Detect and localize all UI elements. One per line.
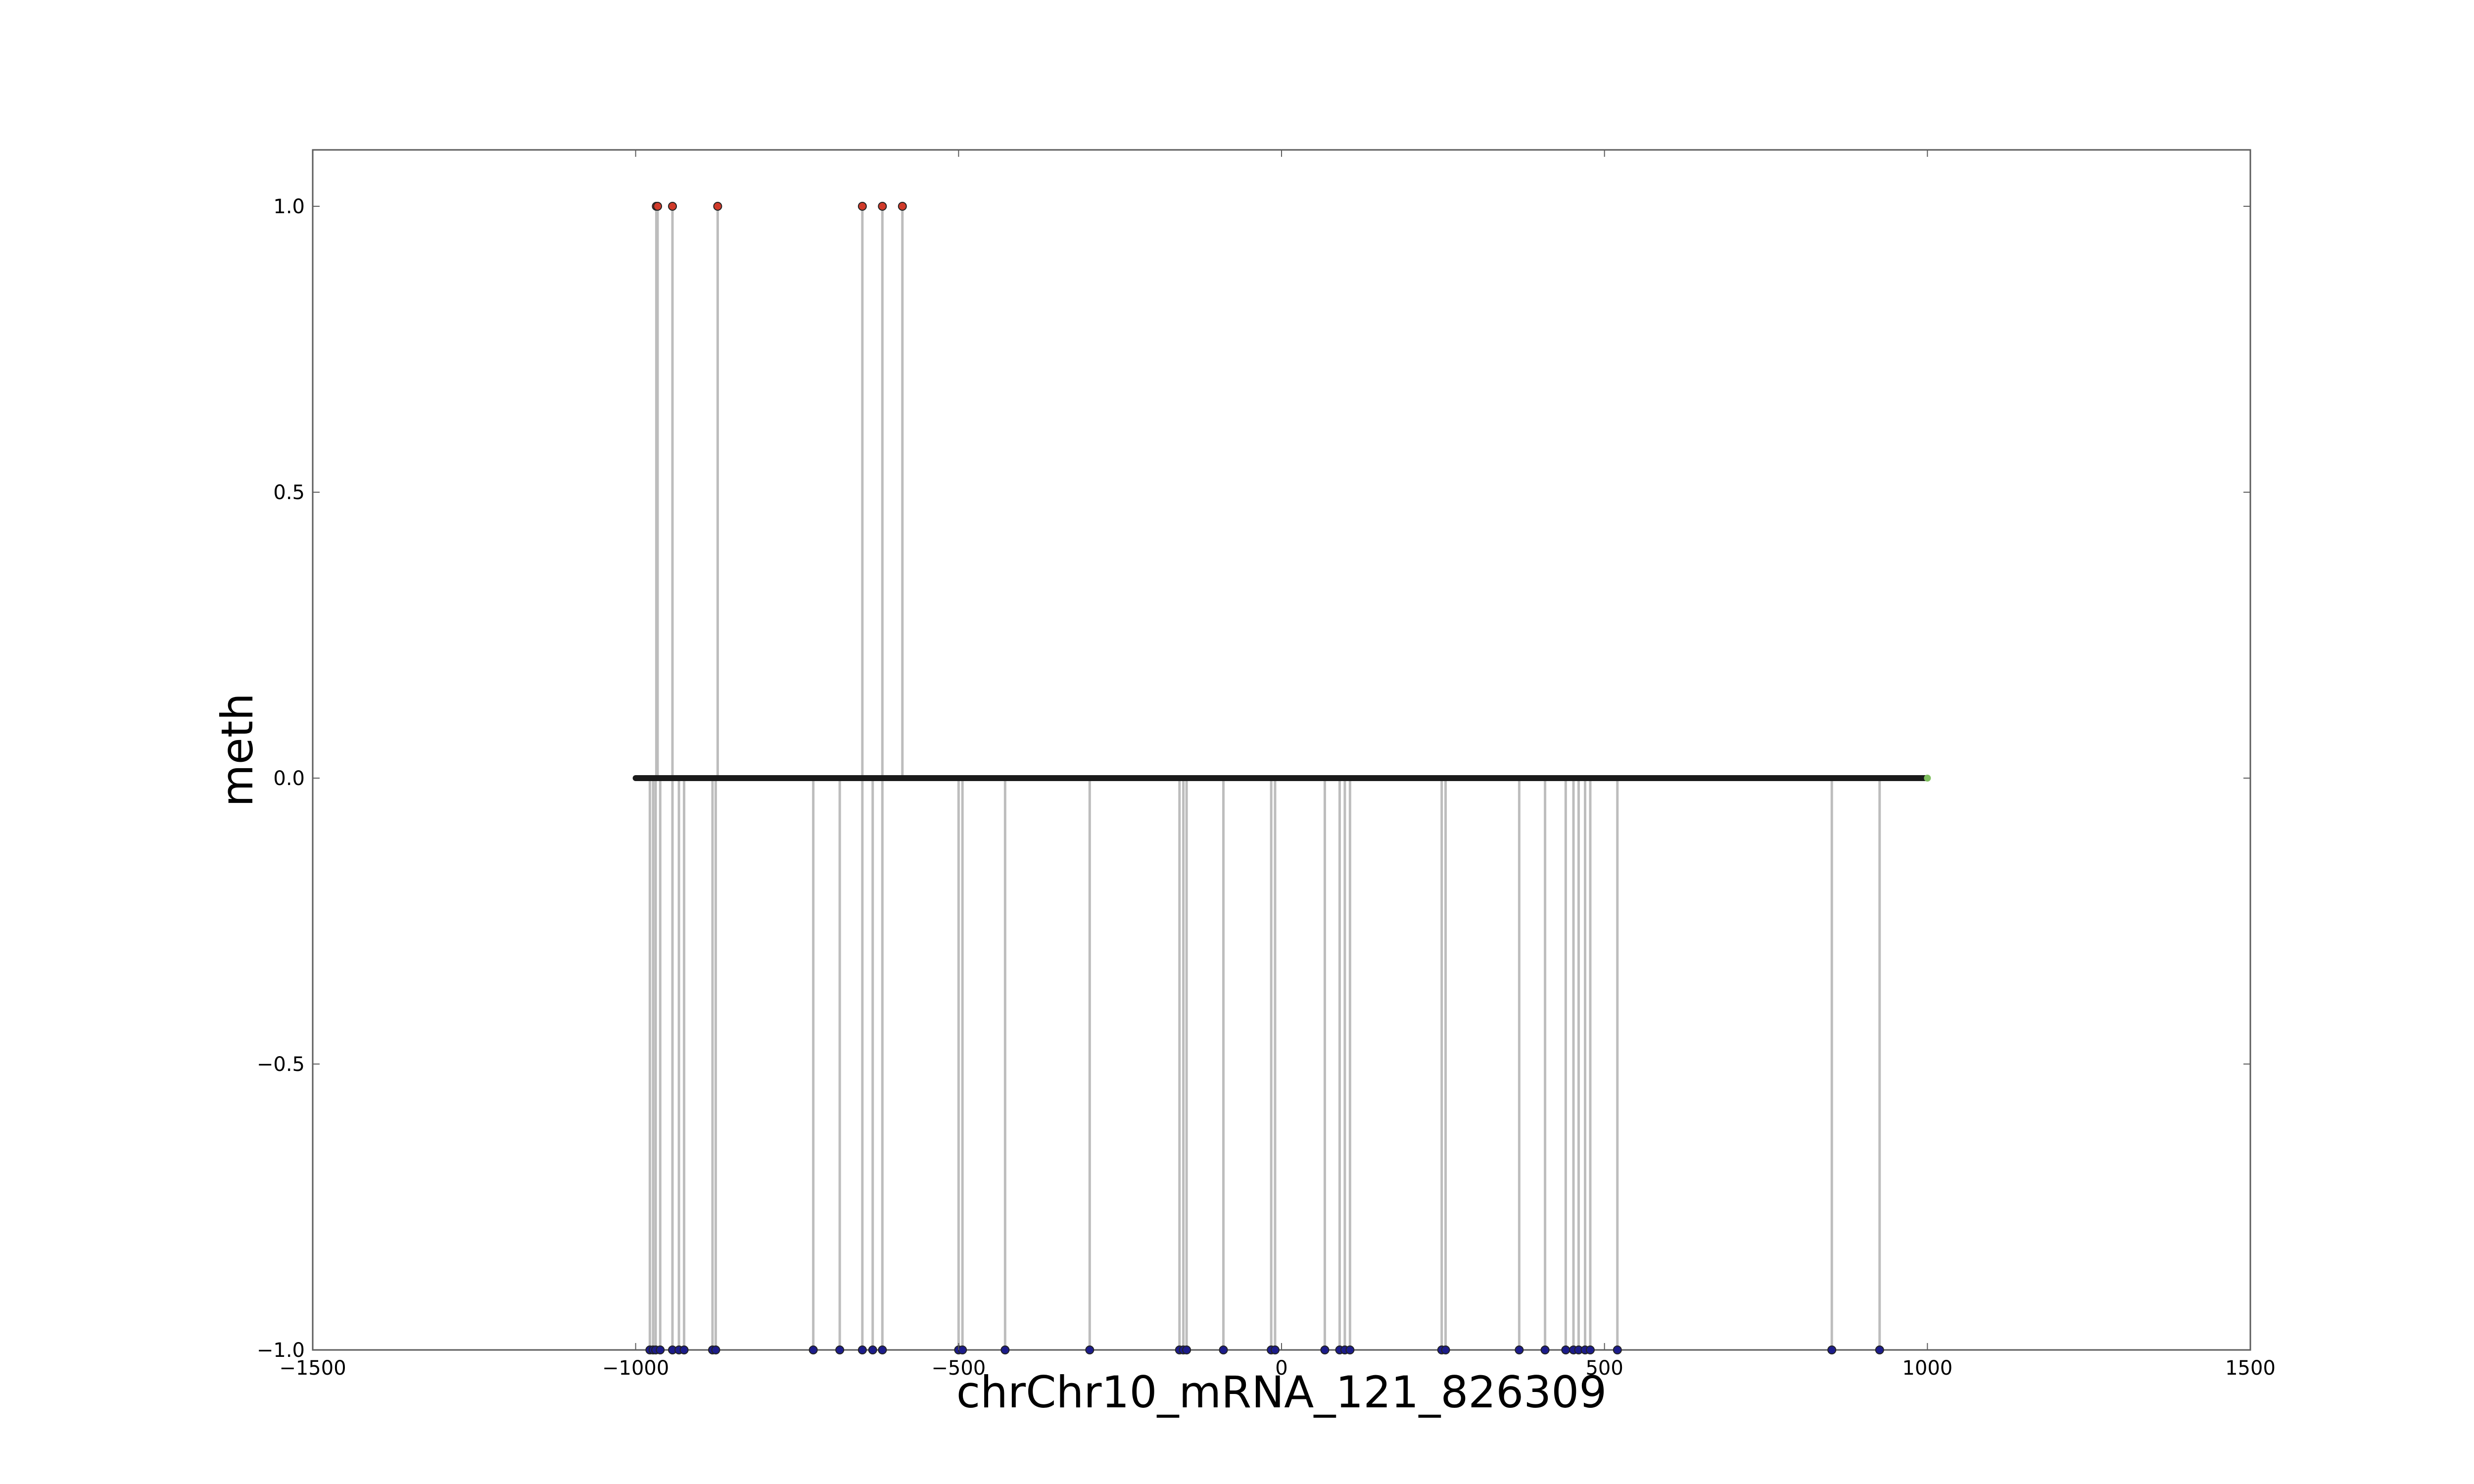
- point-meth-low: [1441, 1345, 1450, 1354]
- markers-layer: [645, 202, 1884, 1354]
- point-meth-high: [898, 202, 907, 211]
- point-meth-low: [1875, 1345, 1884, 1354]
- point-meth-low: [809, 1345, 818, 1354]
- point-meth-low: [1585, 1345, 1595, 1354]
- point-meth-high: [653, 202, 663, 211]
- point-meth-low: [1515, 1345, 1524, 1354]
- point-meth-low: [1000, 1345, 1010, 1354]
- point-meth-low: [1085, 1345, 1094, 1354]
- point-meth-high: [857, 202, 867, 211]
- point-meth-low: [1561, 1345, 1570, 1354]
- x-tick-label: 500: [1585, 1357, 1623, 1380]
- x-tick-label: −500: [931, 1357, 986, 1380]
- baseline-layer: [632, 775, 1931, 782]
- point-meth-low: [1182, 1345, 1191, 1354]
- point-meth-high: [668, 202, 677, 211]
- x-tick-label: 1500: [2225, 1357, 2276, 1380]
- y-tick-label: −1.0: [257, 1339, 305, 1362]
- point-meth-low: [878, 1345, 887, 1354]
- x-tick-label: 1000: [1902, 1357, 1952, 1380]
- ticks-layer: −1500 −1000 −500 0 500 1000 1500 −1.0 −0.5 0.0 0.5…: [257, 150, 2276, 1380]
- point-meth-low: [857, 1345, 867, 1354]
- y-tick-label: 1.0: [273, 195, 305, 218]
- baseline-end-point: [1924, 775, 1931, 782]
- point-meth-low: [835, 1345, 845, 1354]
- x-tick-label: 0: [1275, 1357, 1287, 1380]
- point-meth-low: [679, 1345, 689, 1354]
- point-meth-low: [656, 1345, 665, 1354]
- point-meth-low: [1270, 1345, 1280, 1354]
- point-meth-low: [1345, 1345, 1355, 1354]
- y-tick-label: 0.0: [273, 767, 305, 790]
- point-meth-low: [1613, 1345, 1622, 1354]
- point-meth-low: [958, 1345, 967, 1354]
- point-meth-low: [711, 1345, 720, 1354]
- point-meth-low: [1827, 1345, 1837, 1354]
- x-tick-label: −1000: [602, 1357, 669, 1380]
- x-axis-label: chrChr10_mRNA_121_826309: [956, 1367, 1607, 1418]
- point-meth-high: [878, 202, 887, 211]
- stems-layer: [648, 206, 1881, 1350]
- y-tick-label: −0.5: [257, 1053, 305, 1076]
- plot-area: [312, 149, 2251, 1351]
- point-meth-high: [713, 202, 722, 211]
- point-meth-low: [1540, 1345, 1550, 1354]
- point-meth-low: [1320, 1345, 1330, 1354]
- y-tick-label: 0.5: [273, 481, 305, 504]
- point-meth-low: [868, 1345, 877, 1354]
- x-tick-label: −1500: [279, 1357, 346, 1380]
- y-axis-label: meth: [212, 693, 263, 807]
- point-meth-low: [1219, 1345, 1228, 1354]
